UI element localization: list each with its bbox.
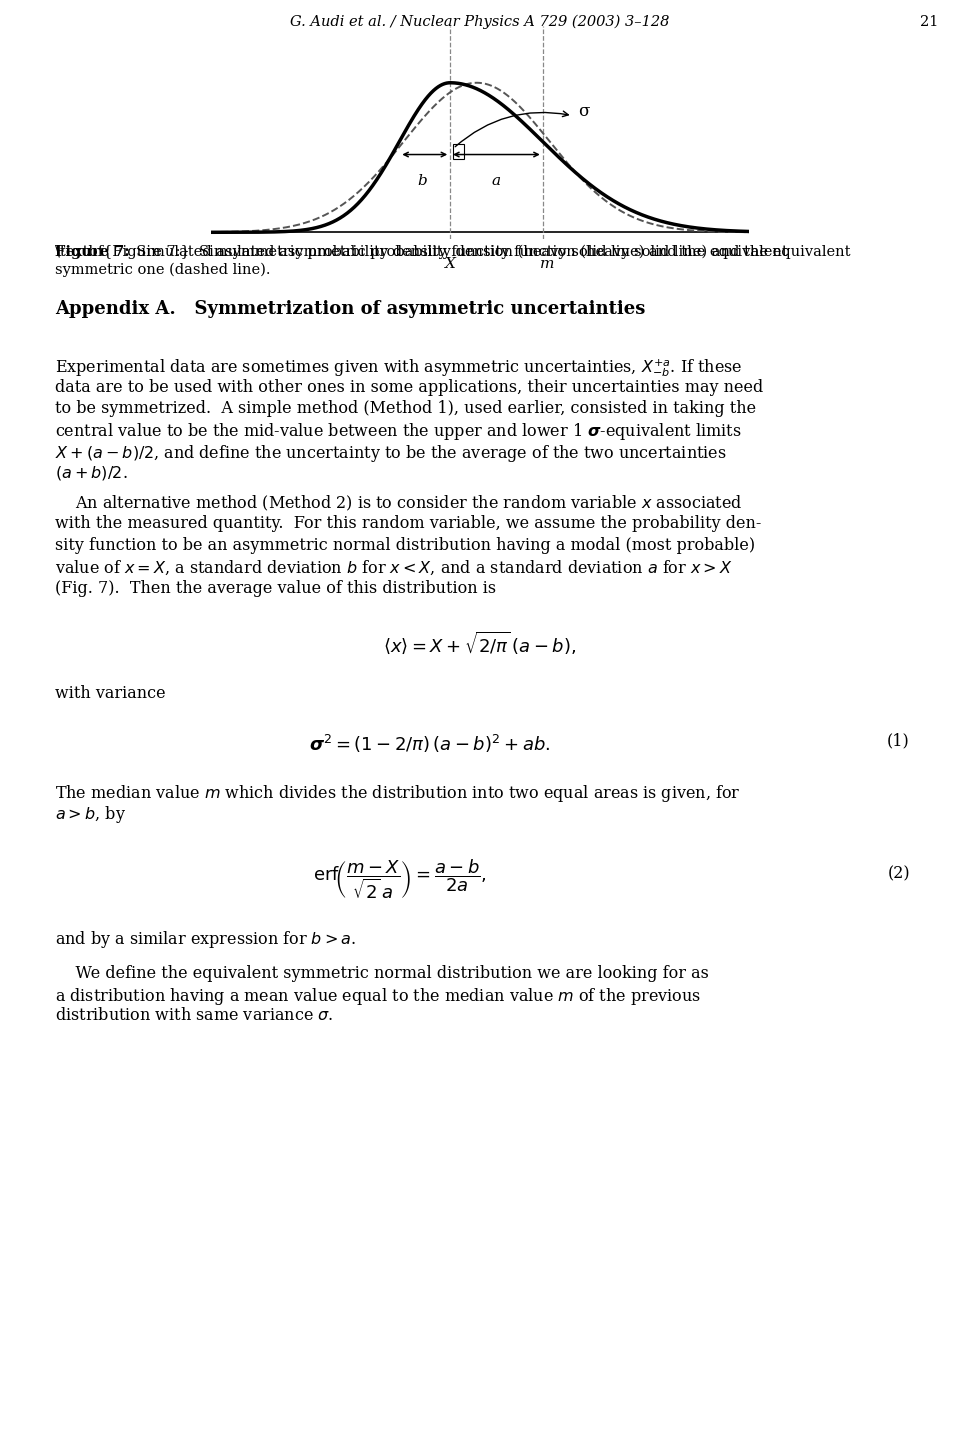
Text: 21: 21 xyxy=(920,14,938,29)
Text: distribution with same variance $\sigma$.: distribution with same variance $\sigma$… xyxy=(55,1008,333,1024)
Text: $\mathrm{erf}\!\left(\dfrac{m-X}{\sqrt{2}\,a}\right) = \dfrac{a-b}{2a},$: $\mathrm{erf}\!\left(\dfrac{m-X}{\sqrt{2… xyxy=(313,857,487,901)
Text: a distribution having a mean value equal to the median value $m$ of the previous: a distribution having a mean value equal… xyxy=(55,986,701,1007)
Text: Figure 7:: Figure 7: xyxy=(55,245,130,259)
Text: X: X xyxy=(444,256,456,271)
Bar xyxy=(453,144,464,158)
Text: (Fig. 7).  Then the average value of this distribution is: (Fig. 7). Then the average value of this… xyxy=(55,580,496,598)
Text: An alternative method (Method 2) is to consider the random variable $x$ associat: An alternative method (Method 2) is to c… xyxy=(55,494,742,513)
Text: $\boldsymbol{\sigma}^2 = (1 - 2/\pi)\,(a-b)^2 + ab.$: $\boldsymbol{\sigma}^2 = (1 - 2/\pi)\,(a… xyxy=(309,733,551,755)
Text: The median value $m$ which divides the distribution into two equal areas is give: The median value $m$ which divides the d… xyxy=(55,782,740,804)
Text: m: m xyxy=(540,256,555,271)
Text: Experimental data are sometimes given with asymmetric uncertainties, $X^{+a}_{-b: Experimental data are sometimes given wi… xyxy=(55,357,742,379)
Text: central value to be the mid-value between the upper and lower 1 $\boldsymbol{\si: central value to be the mid-value betwee… xyxy=(55,422,742,442)
Text: We define the equivalent symmetric normal distribution we are looking for as: We define the equivalent symmetric norma… xyxy=(55,965,708,982)
Text: data are to be used with other ones in some applications, their uncertainties ma: data are to be used with other ones in s… xyxy=(55,379,763,396)
Text: $X + (a - b)/2$, and define the uncertainty to be the average of the two uncerta: $X + (a - b)/2$, and define the uncertai… xyxy=(55,444,727,464)
Text: $(a+b)/2$.: $(a+b)/2$. xyxy=(55,465,128,482)
Text: and by a similar expression for $b > a$.: and by a similar expression for $b > a$. xyxy=(55,929,356,950)
Text: G. Audi et al. / Nuclear Physics A 729 (2003) 3–128: G. Audi et al. / Nuclear Physics A 729 (… xyxy=(290,14,670,29)
Text: with the measured quantity.  For this random variable, we assume the probability: with the measured quantity. For this ran… xyxy=(55,516,761,533)
Text: (1): (1) xyxy=(887,733,910,749)
Text: to be symmetrized.  A simple method (Method 1), used earlier, consisted in takin: to be symmetrized. A simple method (Meth… xyxy=(55,400,756,418)
Text: value of $x = X$, a standard deviation $b$ for $x < X$, and a standard deviation: value of $x = X$, a standard deviation $… xyxy=(55,559,732,577)
Text: symmetric one (dashed line).: symmetric one (dashed line). xyxy=(55,264,271,278)
Text: Simulated asymmetric probability density function (heavy solid line) and the equ: Simulated asymmetric probability density… xyxy=(127,245,788,259)
Text: b: b xyxy=(418,174,427,189)
Text: sity function to be an asymmetric normal distribution having a modal (most proba: sity function to be an asymmetric normal… xyxy=(55,537,756,554)
Text: σ: σ xyxy=(579,102,590,120)
Text: \textbf{Figure 7:}  Simulated asymmetric probability density function (heavy sol: \textbf{Figure 7:} Simulated asymmetric … xyxy=(55,245,851,259)
Text: a: a xyxy=(492,174,501,189)
Text: (2): (2) xyxy=(887,865,910,883)
Text: $\langle x\rangle = X + \sqrt{2/\pi}\,(a-b),$: $\langle x\rangle = X + \sqrt{2/\pi}\,(a… xyxy=(383,629,577,655)
Text: with variance: with variance xyxy=(55,684,166,701)
Text: $a > b$, by: $a > b$, by xyxy=(55,804,126,825)
Text: Appendix A.   Symmetrization of asymmetric uncertainties: Appendix A. Symmetrization of asymmetric… xyxy=(55,300,645,318)
